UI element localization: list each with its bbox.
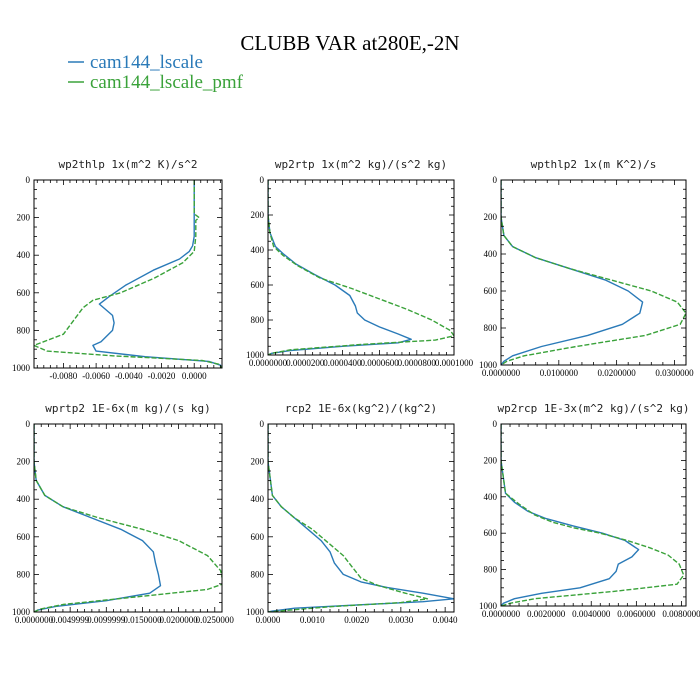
panel-3-ytick-label: 0 xyxy=(493,175,498,185)
panel-3-title: wpthlp2 1x(m K^2)/s xyxy=(531,158,657,171)
panel-3-ytick-label: 1000 xyxy=(479,360,498,370)
panel-6-ytick-label: 0 xyxy=(493,419,498,429)
panel-1-series-2 xyxy=(34,180,222,368)
panel-4-xtick-label: 0.0150000 xyxy=(123,615,162,625)
panel-2: wp2rtp 1x(m^2 kg)/(s^2 kg) 0 200 400 600 800 1… xyxy=(246,158,474,368)
panel-5-title: rcp2 1E-6x(kg^2)/(kg^2) xyxy=(285,402,437,415)
panel-4-xtick-label: 0.0049999 xyxy=(51,615,90,625)
panel-2-xtick-label: 0.0000800 xyxy=(398,358,437,368)
panel-4-series-2 xyxy=(34,424,222,612)
legend-label-1: cam144_lscale xyxy=(90,52,203,73)
panel-1-xtick-label: -0.0080 xyxy=(50,371,78,381)
panel-1-ytick-label: 1000 xyxy=(12,363,31,373)
panel-6-xtick-label: 0.0000000 xyxy=(482,609,521,619)
panel-1-title: wp2thlp 1x(m^2 K)/s^2 xyxy=(58,158,197,171)
panel-4-ytick-label: 600 xyxy=(17,532,31,542)
panel-6-xtick-label: 0.0040000 xyxy=(572,609,611,619)
panel-5-ytick-label: 0 xyxy=(260,419,265,429)
legend-item-2: cam144_lscale_pmf xyxy=(68,72,244,93)
panel-1-xtick-label: -0.0040 xyxy=(115,371,143,381)
panel-4-series-1 xyxy=(34,424,162,612)
panel-6-series-1 xyxy=(501,424,640,606)
panel-2-ytick-label: 600 xyxy=(251,280,265,290)
panel-6-xtick-label: 0.0080000 xyxy=(662,609,700,619)
panel-4-ytick-label: 1000 xyxy=(12,607,31,617)
panel-5-ytick-label: 200 xyxy=(251,457,265,467)
panel-6-series-2 xyxy=(501,424,685,606)
panel-2-xtick-label: 0.0000000 xyxy=(249,358,288,368)
panel-2-ytick-label: 800 xyxy=(251,315,265,325)
panel-2-xtick-label: 0.0000600 xyxy=(360,358,399,368)
panel-2-ytick-label: 200 xyxy=(251,210,265,220)
panel-3-series-1 xyxy=(501,180,644,365)
panel-6-title: wp2rcp 1E-3x(m^2 kg)/(s^2 kg) xyxy=(497,402,689,415)
panel-1-ytick-label: 200 xyxy=(17,213,31,223)
panel-5-series-2 xyxy=(268,424,429,612)
panel-6-xtick-label: 0.0020000 xyxy=(527,609,566,619)
panel-3-xtick-label: 0.0200000 xyxy=(598,368,637,378)
panel-6-ytick-label: 800 xyxy=(484,565,498,575)
panel-2-xtick-label: 0.0001000 xyxy=(435,358,474,368)
panel-3-ytick-label: 800 xyxy=(484,323,498,333)
legend-label-2: cam144_lscale_pmf xyxy=(90,72,244,93)
panel-4-xtick-label: 0.0000000 xyxy=(15,615,54,625)
panel-6-ytick-label: 400 xyxy=(484,492,498,502)
panel-4-ytick-label: 800 xyxy=(17,569,31,579)
panel-3-xtick-label: 0.0000000 xyxy=(482,368,521,378)
panel-2-ytick-label: 1000 xyxy=(246,350,265,360)
panel-2-series-2 xyxy=(268,180,454,355)
panel-5-xtick-label: 0.0020 xyxy=(344,615,369,625)
legend-item-1: cam144_lscale xyxy=(68,52,203,73)
panel-1: wp2thlp 1x(m^2 K)/s^2 0 200 400 600 800 1000 -0… xyxy=(12,158,223,381)
panel-3-ytick-label: 200 xyxy=(484,212,498,222)
panel-4-ytick-label: 0 xyxy=(26,419,31,429)
panel-5-xtick-label: 0.0000 xyxy=(256,615,281,625)
figure-title: CLUBB VAR at280E,-2N xyxy=(240,31,459,55)
panel-4-xtick-label: 0.0200000 xyxy=(159,615,198,625)
panel-5-xtick-label: 0.0010 xyxy=(300,615,325,625)
legend: cam144_lscale cam144_lscale_pmf xyxy=(68,52,244,93)
panel-3-series-2 xyxy=(501,180,686,365)
panel-1-ytick-label: 400 xyxy=(17,250,31,260)
panel-2-xtick-label: 0.0000400 xyxy=(323,358,362,368)
panel-4-ytick-label: 200 xyxy=(17,457,31,467)
panel-3-xtick-label: 0.0100000 xyxy=(540,368,579,378)
panel-4-xtick-label: 0.0250000 xyxy=(196,615,235,625)
panels: wp2thlp 1x(m^2 K)/s^2 0 200 400 600 800 1000 -0… xyxy=(12,158,700,625)
panel-3-ytick-label: 400 xyxy=(484,249,498,259)
panel-1-ytick-label: 600 xyxy=(17,288,31,298)
panel-2-xtick-label: 0.0000200 xyxy=(286,358,325,368)
panel-1-xtick-label: 0.0000 xyxy=(182,371,207,381)
panel-3-ytick-label: 600 xyxy=(484,286,498,296)
panel-4-ytick-label: 400 xyxy=(17,494,31,504)
panel-6-ytick-label: 1000 xyxy=(479,601,498,611)
panel-3-xtick-label: 0.0300000 xyxy=(655,368,694,378)
panel-5-xtick-label: 0.0030 xyxy=(388,615,413,625)
panel-6: wp2rcp 1E-3x(m^2 kg)/(s^2 kg) 0 200 400 600 8… xyxy=(479,402,700,619)
panel-6-ytick-label: 600 xyxy=(484,528,498,538)
panel-5-ytick-label: 800 xyxy=(251,569,265,579)
panel-1-series-1 xyxy=(92,180,222,368)
panel-5-ytick-label: 400 xyxy=(251,494,265,504)
panel-1-ytick-label: 800 xyxy=(17,325,31,335)
panel-2-ytick-label: 400 xyxy=(251,245,265,255)
panel-5: rcp2 1E-6x(kg^2)/(kg^2) 0 200 400 600 800 1000… xyxy=(246,402,458,625)
panel-1-ytick-label: 0 xyxy=(26,175,31,185)
panel-5-ytick-label: 1000 xyxy=(246,607,265,617)
panel-2-title: wp2rtp 1x(m^2 kg)/(s^2 kg) xyxy=(275,158,447,171)
panel-6-ytick-label: 200 xyxy=(484,455,498,465)
panel-5-xtick-label: 0.0040 xyxy=(433,615,458,625)
panel-1-xtick-label: -0.0020 xyxy=(148,371,176,381)
panel-2-ytick-label: 0 xyxy=(260,175,265,185)
panel-3: wpthlp2 1x(m K^2)/s 0 200 400 600 800 10000.00… xyxy=(479,158,694,378)
panel-4-xtick-label: 0.0099999 xyxy=(87,615,126,625)
panel-4-title: wprtp2 1E-6x(m kg)/(s kg) xyxy=(45,402,211,415)
panel-4: wprtp2 1E-6x(m kg)/(s kg) 0 200 400 600 800 10… xyxy=(12,402,234,625)
panel-6-xtick-label: 0.0060000 xyxy=(617,609,656,619)
panel-5-ytick-label: 600 xyxy=(251,532,265,542)
panel-1-xtick-label: -0.0060 xyxy=(82,371,110,381)
